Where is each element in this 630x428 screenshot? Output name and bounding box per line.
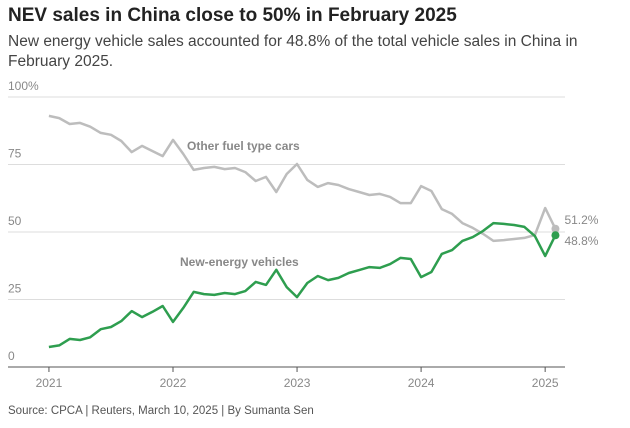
chart-subtitle: New energy vehicle sales accounted for 4…	[8, 33, 578, 70]
series-line	[48, 114, 557, 243]
y-tick-label: 25	[8, 282, 22, 296]
series-label: Other fuel type cars	[187, 139, 300, 153]
x-tick-label: 2021	[36, 376, 63, 390]
end-dot	[551, 224, 560, 233]
y-tick-label: 100%	[8, 79, 39, 93]
x-tick-label: 2023	[284, 376, 311, 390]
source: Source: CPCA | Reuters, March 10, 2025 |…	[8, 405, 314, 417]
end-label: 51.2%	[564, 213, 598, 227]
x-tick-label: 2024	[408, 376, 435, 390]
x-tick-label: 2025	[532, 376, 559, 390]
series-line	[48, 221, 557, 349]
end-dot	[551, 231, 560, 240]
y-tick-label: 50	[8, 214, 22, 228]
y-tick-label: 0	[8, 349, 15, 363]
x-tick-label: 2022	[160, 376, 187, 390]
end-label: 48.8%	[564, 234, 598, 248]
y-tick-label: 75	[8, 147, 22, 161]
series-label: New-energy vehicles	[180, 255, 299, 269]
chart-title: NEV sales in China close to 50% in Febru…	[8, 5, 457, 26]
